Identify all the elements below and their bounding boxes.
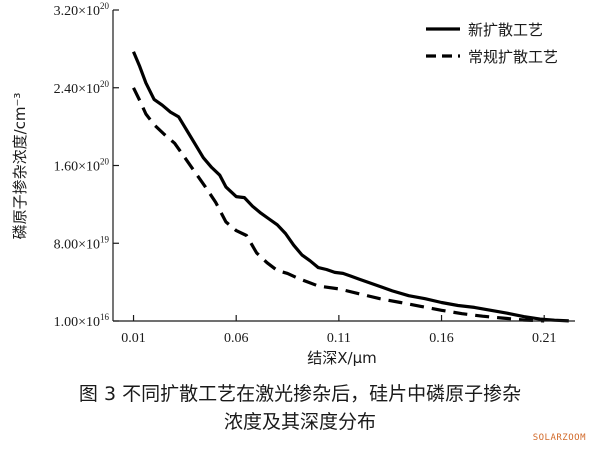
x-tick-label: 0.16 (429, 331, 454, 346)
y-tick-label: 1.00×1016 (54, 312, 110, 330)
series-line-new-process (132, 51, 569, 323)
y-tick-label: 3.20×1020 (54, 1, 110, 19)
series-layer (132, 51, 569, 323)
x-tick-label: 0.21 (532, 331, 557, 346)
x-tick-label: 0.01 (121, 331, 146, 346)
y-axis-label: 磷原子掺杂浓度/cm⁻³ (11, 93, 29, 240)
y-tick-label: 8.00×1019 (54, 234, 110, 252)
y-axis-ticks: 1.00×1016 8.00×1019 1.60×1020 2.40×1020 3.20… (54, 1, 119, 330)
figure-caption: 图 3 不同扩散工艺在激光掺杂后，硅片中磷原子掺杂 浓度及其深度分布 (0, 380, 600, 436)
concentration-depth-chart: 1.00×1016 8.00×1019 1.60×1020 2.40×1020 3.20… (11, 1, 575, 367)
y-tick-label: 2.40×1020 (54, 79, 110, 97)
x-axis-ticks: 0.01 0.06 0.11 0.16 0.21 (121, 315, 556, 346)
caption-line-2: 浓度及其深度分布 (223, 411, 376, 433)
y-tick-label: 1.60×1020 (54, 157, 110, 175)
x-axis-label: 结深X/μm (307, 349, 377, 367)
watermark-logo: SOLARZOOM (532, 433, 586, 443)
caption-line-1: 图 3 不同扩散工艺在激光掺杂后，硅片中磷原子掺杂 (78, 383, 522, 405)
legend: 新扩散工艺 常规扩散工艺 (426, 21, 558, 66)
legend-label-conventional-process: 常规扩散工艺 (468, 48, 558, 66)
legend-label-new-process: 新扩散工艺 (468, 21, 543, 39)
x-tick-label: 0.11 (327, 331, 351, 346)
x-tick-label: 0.06 (224, 331, 249, 346)
series-line-conventional-process (132, 87, 545, 323)
